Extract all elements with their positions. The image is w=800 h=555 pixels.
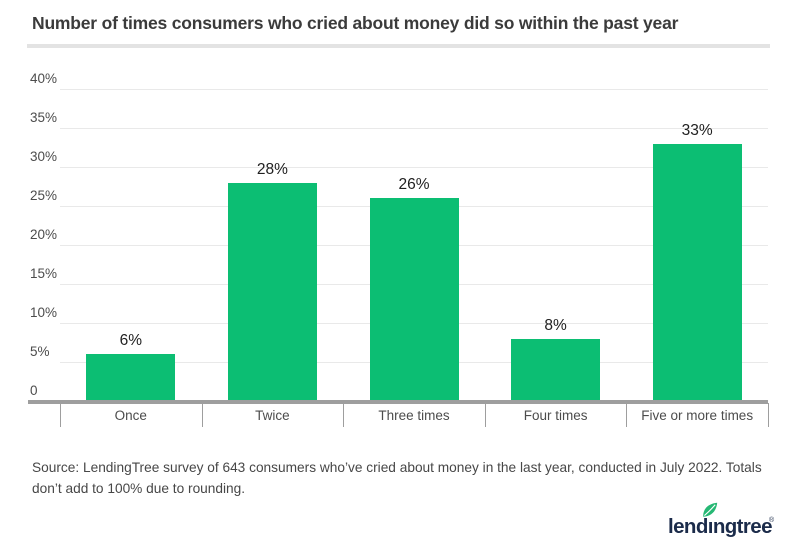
bar-value-label: 28% <box>256 160 288 178</box>
bar-value-label: 6% <box>119 332 142 350</box>
x-axis-category-label: Five or more times <box>641 408 754 423</box>
registered-mark: ® <box>769 517 775 524</box>
x-axis-tick <box>768 403 769 427</box>
bar-value-label: 33% <box>681 121 713 139</box>
gridline <box>60 127 768 129</box>
y-axis-tick-label: 0 <box>30 383 38 398</box>
x-axis-tick <box>60 403 61 427</box>
x-axis-category-label: Once <box>114 408 147 423</box>
x-axis-tick <box>626 403 628 427</box>
bar-three-times <box>369 198 459 401</box>
x-axis-category-label: Twice <box>255 408 290 423</box>
x-axis-tick <box>343 403 345 427</box>
y-axis-tick-label: 20% <box>30 227 58 242</box>
x-axis-category-label: Three times <box>378 408 450 423</box>
y-axis-tick-label: 30% <box>30 149 58 164</box>
y-axis-tick-label: 40% <box>30 71 58 86</box>
y-axis-tick-label: 25% <box>30 188 58 203</box>
x-axis-tick <box>201 403 203 427</box>
gridline <box>60 88 768 90</box>
bar-four-times <box>511 338 601 401</box>
chart-title: Number of times consumers who cried abou… <box>32 13 679 33</box>
x-axis-line <box>28 400 768 404</box>
gridline <box>60 166 768 168</box>
title-divider <box>27 44 770 48</box>
source-note: Source: LendingTree survey of 643 consum… <box>32 460 762 496</box>
x-axis-category-label: Four times <box>523 408 588 423</box>
bar-once <box>86 354 176 401</box>
logo-wordmark: lendıngtree <box>668 515 772 538</box>
lendingtree-logo: lendıngtree ® <box>668 501 778 543</box>
y-axis-tick-label: 5% <box>30 344 50 359</box>
bar-value-label: 26% <box>398 176 430 194</box>
bar-chart: 0 5% 10% 15% 20% 25% 30% 35% 40% 6% 28% 26% 8% 33% Onc… <box>28 71 769 427</box>
leaf-icon <box>701 502 719 518</box>
bar-value-label: 8% <box>544 316 567 334</box>
y-axis-tick-label: 35% <box>30 110 58 125</box>
bar-five-or-more-times <box>652 143 742 401</box>
x-axis-tick <box>484 403 486 427</box>
y-axis-tick-label: 10% <box>30 305 58 320</box>
bar-twice <box>227 182 317 401</box>
y-axis-tick-label: 15% <box>30 266 58 281</box>
